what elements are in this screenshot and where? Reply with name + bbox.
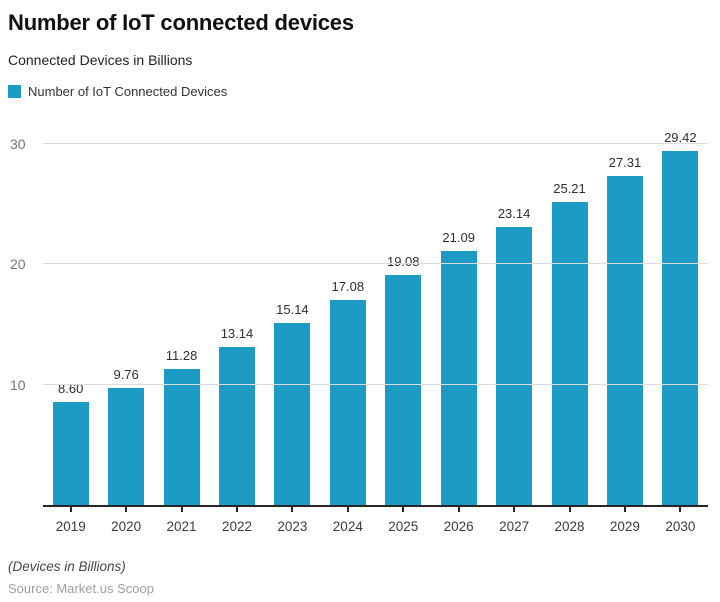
bar-2025: [385, 275, 422, 505]
bars-row: 8.60 9.76 11.28 13.14 15.14 17.08 19.08 21.09 23…: [43, 129, 708, 505]
x-axis-cell-2026: 2026: [431, 507, 486, 534]
bar-value-label: 15.14: [276, 301, 309, 317]
y-axis-tick-label-20: 20: [10, 256, 26, 273]
x-axis-label: 2026: [443, 519, 474, 534]
x-axis-tick: [513, 507, 516, 512]
legend-label: Number of IoT Connected Devices: [28, 84, 228, 99]
bar-column-2020: 9.76: [98, 129, 153, 505]
gridline-30: [43, 143, 708, 145]
x-axis-tick: [457, 507, 460, 512]
bar-2029: [606, 176, 643, 505]
x-axis-cell-2029: 2029: [597, 507, 652, 534]
bar-2023: [274, 322, 311, 505]
bar-2026: [440, 251, 477, 505]
x-axis-cell-2022: 2022: [209, 507, 264, 534]
bar-2022: [218, 346, 255, 505]
chart-title: Number of IoT connected devices: [8, 10, 354, 35]
gridline-20: [43, 263, 708, 265]
x-axis-row: 2019 2020 2021 2022 2023 2024 2025 2026 2027 2028…: [43, 507, 708, 534]
legend: Number of IoT Connected Devices: [8, 84, 714, 99]
x-axis-tick: [235, 507, 238, 512]
bar-2024: [329, 299, 366, 505]
x-axis-cell-2027: 2027: [486, 507, 541, 534]
bar-value-label: 9.76: [113, 366, 139, 382]
bar-column-2028: 25.21: [542, 129, 597, 505]
x-axis-tick: [180, 507, 183, 512]
x-axis-label: 2028: [554, 519, 585, 534]
footer-note: (Devices in Billions): [8, 559, 126, 574]
x-axis-cell-2024: 2024: [320, 507, 375, 534]
x-axis-label: 2020: [111, 519, 142, 534]
plot-wrap: 8.60 9.76 11.28 13.14 15.14 17.08 19.08 21.09 23…: [10, 129, 708, 507]
bar-value-label: 11.28: [165, 348, 198, 364]
bar-column-2030: 29.42: [653, 129, 708, 505]
x-axis-tick: [346, 507, 349, 512]
bar-value-label: 13.14: [220, 325, 254, 341]
x-axis-label: 2022: [221, 519, 252, 534]
y-axis-tick-label-30: 30: [10, 136, 26, 153]
x-axis-label: 2023: [277, 519, 308, 534]
bar-column-2027: 23.14: [486, 129, 541, 505]
bar-2019: [52, 401, 89, 505]
bar-column-2022: 13.14: [209, 129, 264, 505]
bar-column-2021: 11.28: [154, 129, 209, 505]
x-axis-tick: [623, 507, 626, 512]
x-axis-cell-2020: 2020: [98, 507, 153, 534]
chart-subtitle: Connected Devices in Billions: [8, 52, 193, 68]
bar-column-2023: 15.14: [265, 129, 320, 505]
x-axis-tick: [679, 507, 682, 512]
x-axis-cell-2028: 2028: [542, 507, 597, 534]
bar-2030: [662, 151, 699, 505]
gridline-10: [43, 383, 708, 385]
x-axis-tick: [291, 507, 294, 512]
x-axis-label: 2019: [55, 519, 86, 534]
plot-area: 8.60 9.76 11.28 13.14 15.14 17.08 19.08 21.09 23…: [10, 129, 708, 507]
bar-value-label: 29.42: [664, 130, 697, 146]
bar-value-label: 17.08: [331, 278, 365, 294]
bar-value-label: 25.21: [553, 180, 586, 196]
bar-column-2024: 17.08: [320, 129, 375, 505]
legend-swatch-icon: [8, 85, 21, 98]
bar-2020: [108, 387, 145, 505]
bar-column-2025: 19.08: [376, 129, 431, 505]
bar-column-2029: 27.31: [597, 129, 652, 505]
bar-column-2026: 21.09: [431, 129, 486, 505]
x-axis-label: 2029: [609, 519, 640, 534]
x-axis-label: 2024: [332, 519, 363, 534]
x-axis-cell-2023: 2023: [265, 507, 320, 534]
y-axis-tick-label-10: 10: [10, 376, 26, 393]
bar-value-label: 19.08: [386, 254, 420, 270]
bar-2021: [163, 369, 200, 505]
x-axis-tick: [69, 507, 72, 512]
bar-value-label: 27.31: [608, 155, 642, 171]
x-axis-cell-2030: 2030: [653, 507, 708, 534]
bar-column-2019: 8.60: [43, 129, 98, 505]
x-axis-tick: [568, 507, 571, 512]
x-axis-cell-2021: 2021: [154, 507, 209, 534]
x-axis-tick: [402, 507, 405, 512]
bar-value-label: 23.14: [497, 205, 531, 221]
x-axis-label: 2025: [388, 519, 419, 534]
bar-value-label: 21.09: [442, 230, 475, 246]
x-axis-cell-2025: 2025: [376, 507, 431, 534]
x-axis-label: 2021: [166, 519, 197, 534]
footer-source: Source: Market.us Scoop: [8, 581, 154, 596]
bar-2028: [551, 201, 588, 505]
x-axis-label: 2030: [665, 519, 696, 534]
bar-2027: [496, 226, 533, 505]
x-axis-label: 2027: [499, 519, 530, 534]
x-axis-tick: [125, 507, 128, 512]
x-axis-cell-2019: 2019: [43, 507, 98, 534]
